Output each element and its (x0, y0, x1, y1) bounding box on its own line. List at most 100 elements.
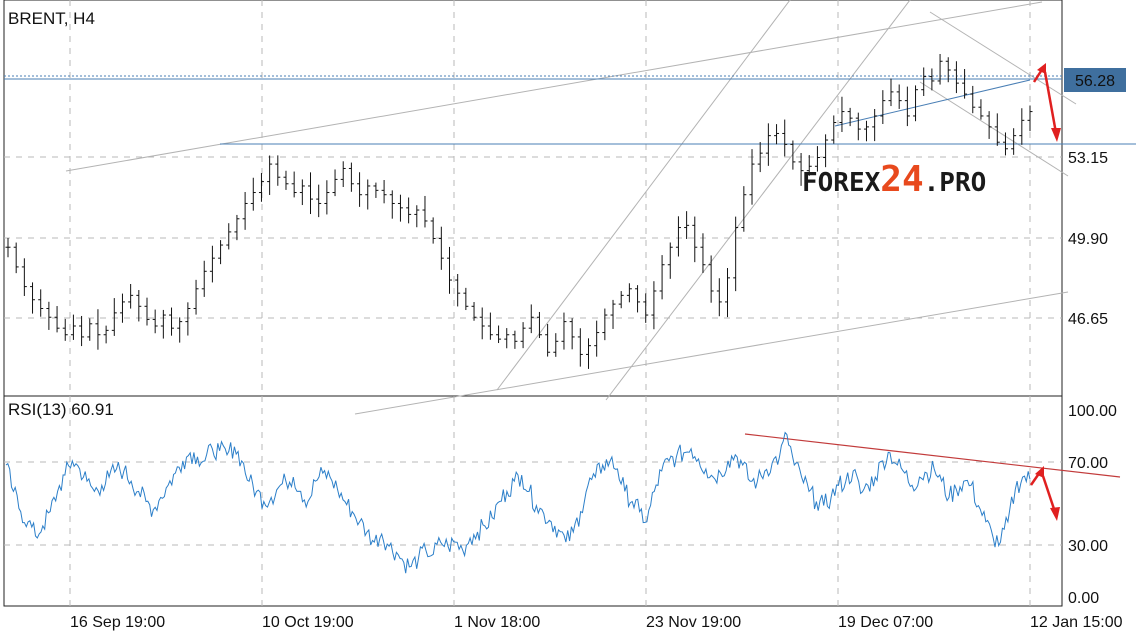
candle-21 (177, 317, 183, 343)
candle-41 (340, 161, 346, 187)
candle-36 (299, 179, 305, 206)
candle-76 (626, 283, 632, 303)
candle-99 (814, 146, 820, 172)
candle-123 (1011, 128, 1017, 155)
y-tick-49: 49.90 (1068, 231, 1108, 248)
rsi-forecast-arrow (1029, 466, 1060, 521)
candle-2 (21, 258, 27, 296)
price-arrow-down-head (1051, 128, 1061, 142)
candle-87 (716, 278, 722, 317)
chart-title: BRENT, H4 (8, 9, 95, 28)
candle-93 (765, 123, 771, 166)
candle-1 (13, 242, 19, 274)
candle-46 (381, 180, 387, 204)
candle-42 (348, 162, 354, 192)
y-tick-53: 53.15 (1068, 150, 1108, 167)
rsi-arrow-down-head (1050, 507, 1060, 521)
candle-26 (218, 240, 224, 265)
candle-6 (54, 306, 60, 333)
candle-15 (128, 283, 134, 309)
lower-wide-channel (354, 291, 1069, 415)
watermark-forex: FOREX (802, 168, 881, 198)
candle-58 (479, 307, 485, 340)
candle-124 (1019, 108, 1025, 145)
candle-40 (332, 169, 338, 197)
candle-77 (635, 285, 641, 313)
candle-55 (455, 273, 461, 307)
candle-105 (863, 120, 869, 142)
candle-97 (798, 153, 804, 186)
x-tick-2: 10 Oct 19:00 (262, 614, 354, 631)
candle-60 (496, 325, 502, 344)
watermark-24: 24 (880, 159, 923, 200)
candle-20 (169, 307, 175, 336)
candle-122 (1002, 132, 1008, 156)
grid-lines (4, 0, 1062, 606)
candle-108 (888, 78, 894, 107)
watermark-logo: FOREX24.PRO (802, 159, 986, 200)
candle-39 (324, 180, 330, 215)
candle-32 (267, 155, 273, 195)
candle-102 (839, 96, 845, 132)
candle-111 (913, 85, 919, 122)
candle-24 (201, 260, 207, 297)
candle-75 (618, 291, 624, 309)
rsi-tick-70: 70.00 (1068, 455, 1108, 472)
candle-71 (585, 338, 591, 369)
candle-0 (5, 238, 11, 258)
candle-63 (520, 322, 526, 349)
candle-33 (275, 155, 281, 186)
candle-103 (847, 107, 853, 127)
candle-56 (463, 287, 469, 311)
candle-85 (700, 233, 706, 274)
x-tick-3: 1 Nov 18:00 (454, 614, 540, 631)
candle-121 (994, 113, 1000, 146)
candle-89 (733, 216, 739, 292)
candle-11 (95, 309, 101, 350)
candle-31 (258, 173, 264, 202)
candle-73 (602, 308, 608, 341)
candle-92 (757, 142, 763, 173)
candles-group (5, 53, 1033, 369)
candle-28 (234, 214, 240, 241)
candle-19 (160, 309, 166, 339)
candle-120 (986, 111, 992, 139)
candle-54 (447, 246, 453, 294)
candle-78 (643, 293, 649, 323)
candle-109 (896, 84, 902, 109)
candle-8 (70, 314, 76, 340)
candle-51 (422, 195, 428, 228)
candle-4 (38, 289, 44, 317)
candle-49 (406, 197, 412, 224)
ascending-channel-upper (496, 0, 791, 391)
candle-112 (921, 67, 927, 96)
x-tick-1: 16 Sep 19:00 (70, 614, 165, 631)
candle-107 (880, 90, 886, 124)
candle-72 (594, 320, 600, 357)
ascending-channel-lower (605, 0, 911, 401)
candle-101 (831, 115, 837, 144)
candle-47 (389, 190, 395, 219)
candle-94 (774, 124, 780, 145)
price-badge (1064, 68, 1126, 92)
candle-68 (561, 312, 567, 350)
candle-81 (667, 242, 673, 279)
candle-67 (553, 333, 559, 357)
rsi-arrow-down-stroke (1041, 475, 1057, 513)
candle-62 (512, 330, 518, 349)
candle-88 (724, 268, 730, 318)
candle-30 (250, 177, 256, 211)
candle-86 (708, 255, 714, 303)
candle-53 (438, 226, 444, 270)
candle-96 (790, 140, 796, 170)
candle-74 (610, 299, 616, 329)
candle-14 (119, 293, 125, 323)
candle-57 (471, 302, 477, 321)
x-tick-6: 12 Jan 15:00 (1030, 614, 1123, 631)
candle-106 (872, 108, 878, 142)
candle-45 (373, 182, 379, 198)
candle-98 (806, 155, 812, 176)
candle-12 (103, 325, 109, 344)
x-tick-4: 23 Nov 19:00 (646, 614, 741, 631)
candle-5 (46, 301, 52, 330)
